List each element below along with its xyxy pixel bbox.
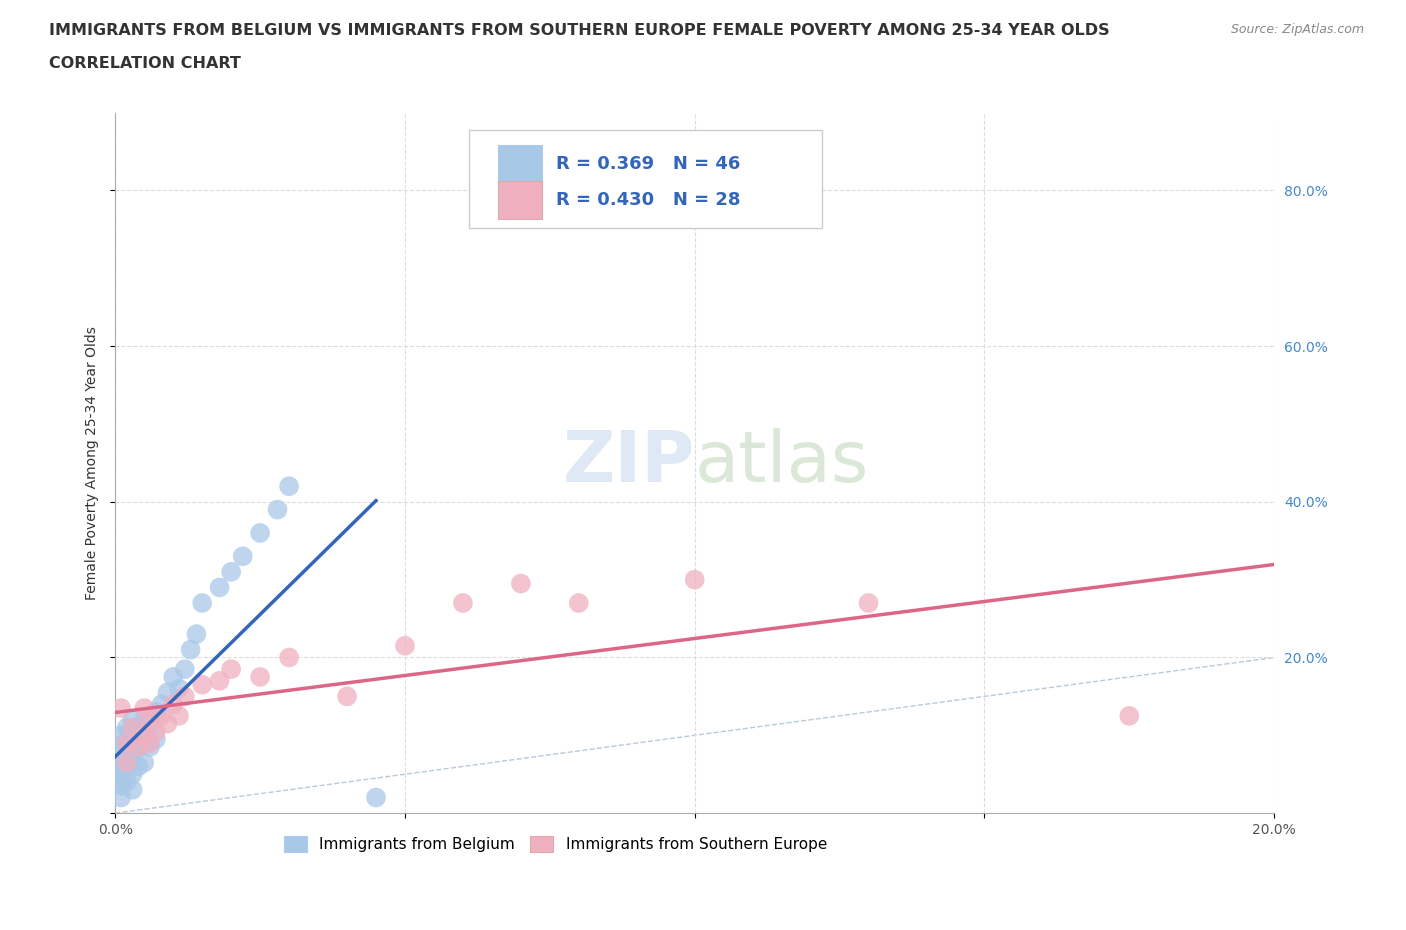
Point [394, 638, 416, 653]
Point [145, 705, 167, 720]
Point [186, 627, 208, 642]
Point [110, 790, 132, 805]
Point [127, 759, 149, 774]
Point [112, 736, 135, 751]
Point [568, 595, 591, 610]
Point [219, 662, 242, 677]
Point [110, 743, 132, 758]
Point [278, 479, 301, 494]
Point [121, 782, 143, 797]
Point [134, 700, 156, 715]
Point [107, 771, 129, 786]
Point [150, 697, 173, 711]
Point [145, 724, 167, 738]
Point [208, 580, 231, 595]
Point [127, 720, 149, 735]
Point [134, 712, 156, 727]
Text: R = 0.430   N = 28: R = 0.430 N = 28 [555, 192, 740, 209]
Point [110, 763, 132, 777]
Point [145, 732, 167, 747]
Point [134, 736, 156, 751]
Point [451, 595, 474, 610]
Text: ZIP: ZIP [562, 429, 695, 498]
Point [683, 572, 706, 587]
Point [336, 689, 359, 704]
Point [509, 576, 531, 591]
Point [110, 728, 132, 743]
Point [278, 650, 301, 665]
Point [364, 790, 387, 805]
FancyBboxPatch shape [498, 144, 541, 183]
Point [118, 724, 141, 738]
Y-axis label: Female Poverty Among 25-34 Year Olds: Female Poverty Among 25-34 Year Olds [86, 326, 100, 600]
Point [110, 700, 132, 715]
Point [173, 662, 195, 677]
Point [121, 712, 143, 727]
Point [115, 775, 138, 790]
Point [115, 736, 138, 751]
Point [124, 739, 146, 754]
FancyBboxPatch shape [468, 130, 823, 228]
Point [121, 751, 143, 766]
Point [112, 759, 135, 774]
Point [156, 685, 179, 700]
Text: Source: ZipAtlas.com: Source: ZipAtlas.com [1230, 23, 1364, 36]
Point [232, 549, 254, 564]
Point [173, 689, 195, 704]
Point [134, 728, 156, 743]
Point [150, 709, 173, 724]
Point [139, 716, 162, 731]
Point [110, 778, 132, 793]
Point [139, 712, 162, 727]
Point [191, 677, 214, 692]
Point [134, 755, 156, 770]
Point [162, 670, 184, 684]
Point [121, 720, 143, 735]
Point [162, 697, 184, 711]
Legend: Immigrants from Belgium, Immigrants from Southern Europe: Immigrants from Belgium, Immigrants from… [278, 830, 834, 858]
Text: CORRELATION CHART: CORRELATION CHART [49, 56, 240, 71]
Point [118, 748, 141, 763]
Point [167, 709, 190, 724]
Point [139, 739, 162, 754]
Point [249, 670, 271, 684]
Point [208, 673, 231, 688]
Point [167, 681, 190, 696]
Point [115, 755, 138, 770]
Point [121, 766, 143, 781]
Text: R = 0.369   N = 46: R = 0.369 N = 46 [555, 154, 740, 173]
Point [180, 643, 202, 658]
Point [1118, 709, 1140, 724]
Point [127, 739, 149, 754]
Point [858, 595, 880, 610]
Point [127, 739, 149, 754]
Point [156, 716, 179, 731]
Point [107, 755, 129, 770]
Text: IMMIGRANTS FROM BELGIUM VS IMMIGRANTS FROM SOUTHERN EUROPE FEMALE POVERTY AMONG : IMMIGRANTS FROM BELGIUM VS IMMIGRANTS FR… [49, 23, 1109, 38]
Point [266, 502, 288, 517]
Text: atlas: atlas [695, 429, 869, 498]
Point [121, 732, 143, 747]
Point [191, 595, 214, 610]
Point [249, 525, 271, 540]
Point [139, 736, 162, 751]
Point [115, 759, 138, 774]
Point [115, 743, 138, 758]
Point [115, 720, 138, 735]
Point [219, 565, 242, 579]
FancyBboxPatch shape [498, 181, 541, 219]
